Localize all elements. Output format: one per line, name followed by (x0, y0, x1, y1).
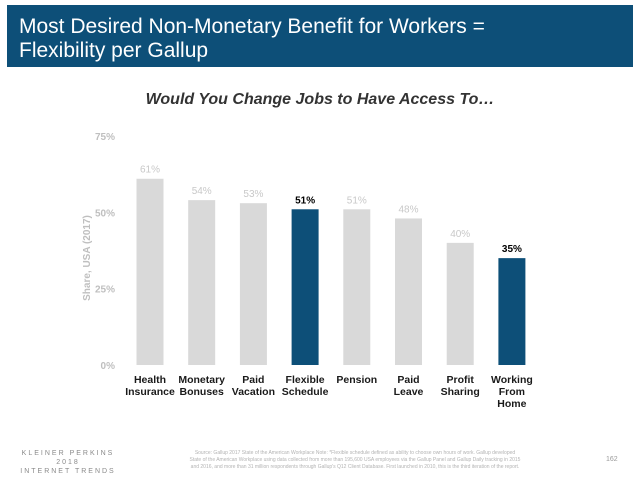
category-label: Bonuses (180, 386, 225, 398)
y-tick-label: 50% (95, 208, 115, 219)
category-label: Paid (242, 374, 264, 386)
slide-header: Most Desired Non-Monetary Benefit for Wo… (7, 5, 633, 67)
category-label: Working (491, 374, 533, 386)
page-number: 162 (606, 456, 618, 463)
bar-value-label: 61% (140, 165, 160, 176)
category-label: Vacation (232, 386, 275, 398)
category-label: Profit (446, 374, 474, 386)
category-label: Paid (397, 374, 419, 386)
category-label: From (499, 386, 525, 398)
category-label: Home (497, 398, 526, 410)
category-label: Schedule (282, 386, 329, 398)
bar (498, 258, 526, 365)
bar (291, 209, 319, 365)
category-label: Flexible (286, 374, 325, 386)
brand-report-name: INTERNET TRENDS (20, 468, 116, 475)
bar-value-label: 35% (502, 244, 522, 255)
bar-value-label: 40% (450, 229, 470, 240)
slide-title-line-1: Most Desired Non-Monetary Benefit for Wo… (19, 15, 485, 38)
category-label: Health (134, 374, 166, 386)
category-label: Sharing (441, 386, 480, 398)
bar-value-label: 51% (295, 195, 315, 206)
source-note-line-3: and 2016, and more than 31 million respo… (190, 464, 520, 470)
source-note-line-2: State of the American Workplace using da… (189, 457, 521, 463)
chart-title: Would You Change Jobs to Have Access To… (145, 91, 495, 108)
source-note-line-1: Source: Gallup 2017 State of the America… (194, 450, 516, 456)
brand-name: KLEINER PERKINS (21, 450, 115, 457)
bar-value-label: 48% (398, 204, 418, 215)
bar (239, 203, 267, 365)
category-label: Pension (336, 374, 377, 386)
source-note: Source: Gallup 2017 State of the America… (145, 450, 565, 471)
bar (343, 209, 371, 365)
category-label: Leave (394, 386, 424, 398)
bar-value-label: 51% (347, 195, 367, 206)
bar-value-label: 54% (192, 186, 212, 197)
brand-logo: KLEINER PERKINS 2018 INTERNET TRENDS (12, 449, 124, 476)
y-tick-label: 75% (95, 132, 115, 143)
slide-title-line-2: Flexibility per Gallup (19, 39, 209, 62)
category-label: Insurance (125, 386, 175, 398)
y-tick-label: 25% (95, 285, 115, 296)
brand-year: 2018 (56, 459, 80, 466)
y-tick-label: 0% (101, 361, 116, 372)
bar (188, 200, 216, 365)
category-label: Monetary (178, 374, 225, 386)
y-axis-label: Share, USA (2017) (82, 215, 93, 301)
bar (136, 178, 164, 365)
bar (446, 242, 474, 365)
bar (395, 218, 422, 365)
bar-value-label: 53% (243, 189, 263, 200)
